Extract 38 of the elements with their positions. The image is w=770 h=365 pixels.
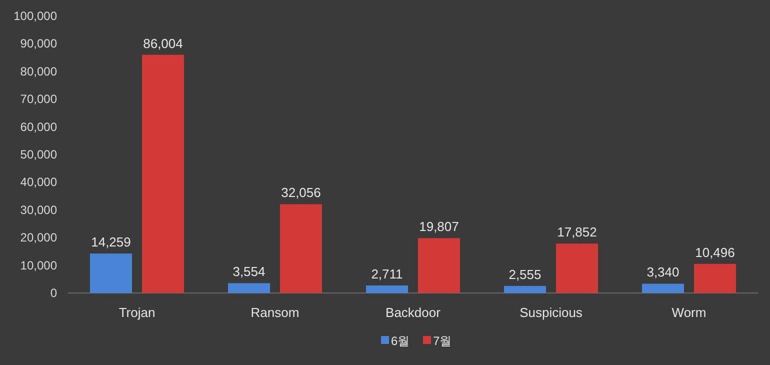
legend-label: 7월 <box>433 334 452 348</box>
x-tick-label: Trojan <box>118 305 156 320</box>
data-label: 3,340 <box>646 264 680 280</box>
data-label: 86,004 <box>143 36 183 51</box>
data-label: 2,555 <box>508 266 542 282</box>
bar <box>228 283 270 293</box>
y-tick-label: 20,000 <box>20 230 58 245</box>
x-tick-label: Backdoor <box>386 305 442 320</box>
bar <box>90 254 132 293</box>
bar <box>556 244 598 293</box>
y-tick-label: 30,000 <box>20 202 58 217</box>
data-label: 32,056 <box>281 185 321 200</box>
y-tick-label: 40,000 <box>20 175 58 190</box>
data-label: 10,496 <box>695 244 735 260</box>
y-tick-label: 50,000 <box>20 148 58 162</box>
x-tick-label: Worm <box>672 305 706 320</box>
data-label: 14,259 <box>91 234 131 250</box>
y-tick-label: 80,000 <box>20 64 58 78</box>
y-tick-label: 90,000 <box>20 36 58 51</box>
legend-label: 6월 <box>391 334 410 348</box>
bar <box>280 204 322 293</box>
data-label: 3,554 <box>232 264 266 280</box>
bar <box>366 285 408 293</box>
x-tick-label: Suspicious <box>520 305 583 320</box>
data-label: 19,807 <box>419 219 459 234</box>
bar <box>142 54 184 293</box>
bar <box>504 286 546 293</box>
bar <box>418 238 460 293</box>
bar <box>642 284 684 293</box>
data-label: 2,711 <box>371 266 403 282</box>
y-tick-label: 70,000 <box>20 92 58 106</box>
x-tick-label: Ransom <box>250 305 300 320</box>
bar <box>694 264 736 293</box>
y-tick-label: 60,000 <box>20 120 58 134</box>
y-tick-label: 0 <box>50 286 58 300</box>
data-label: 17,852 <box>557 224 597 240</box>
y-tick-label: 10,000 <box>20 258 58 272</box>
y-tick-label: 100,000 <box>14 9 58 23</box>
